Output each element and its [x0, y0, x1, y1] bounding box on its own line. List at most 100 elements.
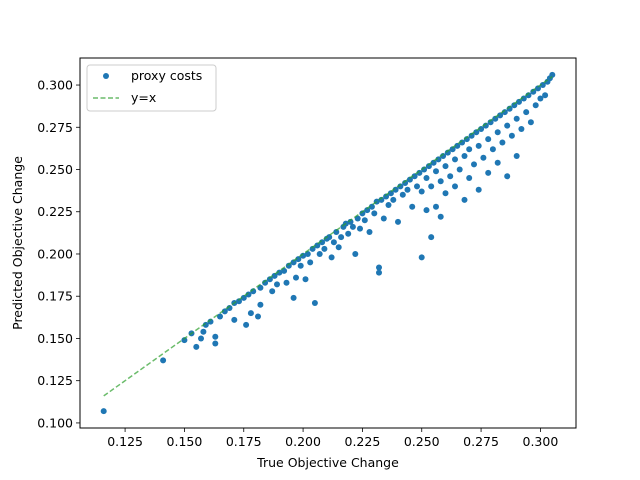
data-point [418, 188, 425, 195]
data-point [504, 173, 511, 180]
x-axis-label: True Objective Change [256, 455, 399, 470]
data-point [352, 251, 359, 257]
data-point [402, 180, 409, 186]
data-point [333, 229, 340, 235]
data-point [437, 178, 444, 185]
data-point [311, 300, 318, 306]
data-point [376, 264, 382, 271]
data-point [428, 183, 435, 190]
data-point [527, 119, 534, 126]
data-point [100, 408, 107, 415]
data-point [516, 98, 522, 105]
x-tick-label: 0.200 [285, 434, 321, 449]
data-point [271, 272, 278, 279]
data-point [200, 328, 207, 335]
data-point [302, 276, 309, 283]
data-point [466, 146, 473, 153]
data-point [212, 340, 219, 347]
data-point [357, 225, 363, 232]
data-point [444, 149, 451, 156]
data-point [376, 269, 382, 276]
legend: proxy costs y=x [86, 64, 217, 112]
data-point [442, 190, 449, 197]
data-point [471, 161, 477, 168]
legend-marker-proxy-costs [103, 73, 109, 79]
data-point [361, 217, 368, 224]
data-point [380, 215, 387, 222]
data-point [433, 168, 439, 175]
data-point [328, 254, 335, 261]
data-point [549, 71, 556, 78]
data-point [316, 251, 323, 257]
data-point [480, 154, 487, 161]
data-point [217, 313, 223, 320]
data-point [437, 213, 444, 220]
legend-label-y-equals-x: y=x [131, 90, 156, 105]
series-line-y-equals-x [103, 75, 553, 397]
x-tick-label: 0.175 [226, 434, 262, 449]
x-axis-ticks: 0.125 0.150 0.175 0.200 0.225 0.250 0.275 0.300 [107, 428, 558, 449]
data-point [430, 159, 437, 166]
legend-label-proxy-costs: proxy costs [131, 68, 202, 83]
data-point [409, 203, 416, 210]
data-point [406, 176, 413, 183]
data-point [314, 242, 321, 249]
y-axis-label: Predicted Objective Change [10, 156, 25, 330]
x-tick-label: 0.125 [107, 434, 143, 449]
data-point [475, 142, 482, 149]
data-point [452, 183, 458, 190]
data-point [330, 239, 337, 246]
data-point [475, 186, 482, 193]
x-tick-label: 0.275 [463, 434, 499, 449]
data-point [532, 102, 539, 109]
data-point [368, 203, 375, 210]
data-point [387, 190, 394, 197]
x-tick-label: 0.150 [167, 434, 203, 449]
x-tick-label: 0.300 [523, 434, 559, 449]
data-point [371, 210, 378, 217]
plot-area [100, 71, 556, 415]
data-point [485, 136, 492, 143]
data-point [283, 279, 290, 286]
data-point [247, 310, 254, 317]
data-point [293, 274, 299, 281]
data-point [454, 142, 461, 149]
data-point [231, 316, 238, 323]
data-point [542, 92, 549, 99]
data-point [523, 109, 530, 116]
data-point [390, 196, 397, 203]
data-point [423, 207, 430, 214]
data-point [338, 234, 345, 241]
data-point [489, 146, 496, 153]
y-tick-label: 0.175 [37, 289, 73, 304]
data-point [461, 196, 468, 203]
data-point [466, 175, 473, 181]
data-point [290, 294, 297, 301]
data-point [418, 254, 425, 261]
data-point [226, 305, 233, 311]
data-point [518, 126, 525, 132]
data-point [236, 298, 242, 305]
y-tick-label: 0.275 [37, 120, 73, 135]
legend-box [86, 64, 217, 112]
data-point [504, 122, 511, 129]
data-point [414, 183, 420, 190]
data-point [539, 82, 546, 88]
data-point [257, 301, 264, 308]
data-point [395, 218, 401, 225]
data-point [513, 115, 520, 122]
data-point [423, 175, 430, 181]
data-point [240, 294, 247, 301]
data-point [433, 203, 439, 210]
data-point [473, 129, 480, 136]
data-point [181, 337, 188, 344]
data-point [456, 166, 463, 173]
data-point [494, 129, 501, 136]
data-point [442, 163, 449, 170]
data-point [449, 146, 456, 153]
data-point [212, 333, 219, 340]
y-axis-ticks: 0.100 0.125 0.150 0.175 0.200 0.225 0.250 0.275… [37, 78, 80, 430]
data-point [198, 335, 204, 342]
data-point [485, 169, 492, 176]
data-point [345, 230, 352, 237]
